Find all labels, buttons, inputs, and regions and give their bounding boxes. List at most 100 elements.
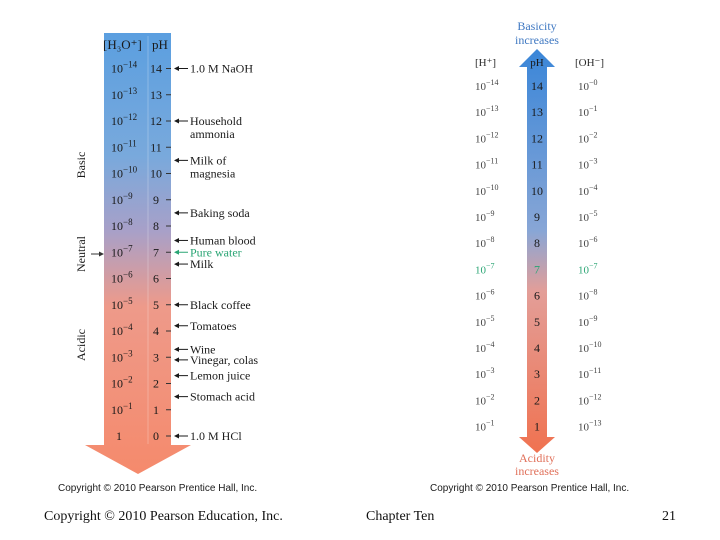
left-ph-value: 5 [153,298,159,312]
right-h-concentration: 10−13 [475,104,499,119]
substance-label: Black coffee [190,298,251,312]
left-ph-value: 13 [150,88,162,102]
left-ph-value: 12 [150,114,162,128]
left-concentration-label: 10−14 [111,60,138,76]
left-concentration-labels: 10−1410−1310−1210−1110−1010−910−810−710−… [111,60,138,444]
left-ph-scale: [H₃O⁺] pH 10−1410−1310−1210−1110−1010−91… [58,33,258,494]
left-concentration-label: 10−2 [111,375,133,391]
left-ph-arrow [85,33,191,474]
region-label-basic: Basic [74,152,88,179]
substance-label: 1.0 M HCl [190,429,242,443]
right-oh-concentration: 10−8 [578,288,598,303]
left-concentration-label: 10−10 [111,165,138,181]
right-ph-value: 9 [534,210,540,224]
substance-arrowhead [174,346,179,352]
right-oh-concentration: 10−10 [578,340,602,355]
right-oh-concentrations: 10−0 10−1 10−2 10−3 10−4 10−5 10−6 10−7 10−8 10−9… [578,78,602,434]
right-oh-concentration: 10−4 [578,183,598,198]
left-ph-ticks [166,68,171,437]
left-ph-value: 9 [153,193,159,207]
right-ph-arrow [519,49,555,453]
left-ph-header: pH [152,37,168,52]
substance-label: Milk of [190,153,226,167]
right-ph-value: 1 [534,420,540,434]
right-ph-header: pH [530,57,544,69]
left-ph-value: 4 [153,324,159,338]
right-oh-concentration: 10−1 [578,104,598,119]
acidity-label-line1: Acidity [519,451,555,465]
region-label-neutral: Neutral [74,235,88,272]
substance-arrowhead [174,323,179,329]
left-ph-value: 0 [153,429,159,443]
substance-label: Milk [190,257,213,271]
left-ph-value: 6 [153,272,159,286]
footer-page-number: 21 [662,509,676,524]
left-ph-value: 10 [150,167,162,181]
left-concentration-label: 10−11 [111,138,137,154]
neutral-indicator-arrowhead [99,251,104,257]
substance-arrowhead [174,66,179,71]
right-ph-value: 11 [531,158,543,172]
acidity-label-line2: increases [515,464,559,478]
right-oh-concentration: 10−6 [578,235,598,250]
left-ph-value: 2 [153,377,159,391]
right-oh-header: [OH⁻] [575,57,604,69]
left-concentration-label: 10−13 [111,86,138,102]
ph-scale-diagrams: [H₃O⁺] pH 10−1410−1310−1210−1110−1010−91… [58,19,629,494]
substance-arrowhead [174,433,179,439]
left-ph-value: 1 [153,403,159,417]
left-concentration-label: 10−7 [111,243,133,259]
left-ph-value: 8 [153,219,159,233]
right-h-concentration: 10−2 [475,392,495,407]
footer-chapter: Chapter Ten [366,509,435,524]
substance-label: Baking soda [190,206,250,220]
substance-label: magnesia [190,166,236,180]
right-oh-concentration: 10−9 [578,314,598,329]
right-ph-value: 12 [531,131,543,145]
left-concentration-label: 10−3 [111,348,133,364]
substance-arrowhead [174,249,179,255]
right-ph-scale: Basicity increases [H⁺] pH [OH⁻] 10−14 10… [430,19,629,494]
left-concentration-label: 10−8 [111,217,133,233]
right-h-concentration: 10−1 [475,419,495,434]
substance-label: Pure water [190,245,242,259]
right-oh-concentration: 10−11 [578,366,601,381]
right-h-concentration: 10−11 [475,157,498,172]
substance-label: Stomach acid [190,390,255,404]
left-concentration-label: 10−6 [111,270,133,286]
right-ph-value: 7 [534,262,540,276]
substance-arrowhead [174,210,179,216]
substance-label: Lemon juice [190,369,250,383]
left-concentration-label: 10−9 [111,191,133,207]
left-diagram-copyright: Copyright © 2010 Pearson Prentice Hall, … [58,483,257,494]
right-h-concentration: 10−3 [475,366,495,381]
right-h-concentrations: 10−14 10−13 10−12 10−11 10−10 10−9 10−8 10−7 10−… [475,78,499,434]
footer-copyright: Copyright © 2010 Pearson Education, Inc. [44,509,283,524]
left-ph-value: 14 [150,62,162,76]
substance-label: Tomatoes [190,319,237,333]
right-h-header: [H⁺] [475,57,496,69]
right-h-concentration: 10−14 [475,78,499,93]
right-h-concentration: 10−6 [475,288,495,303]
right-diagram-copyright: Copyright © 2010 Pearson Prentice Hall, … [430,483,629,494]
substance-arrowhead [174,157,179,163]
left-concentration-label: 1 [116,429,122,443]
substance-arrowhead [174,237,179,243]
substance-arrowhead [174,118,179,124]
right-oh-concentration: 10−13 [578,419,602,434]
substance-label: Human blood [190,233,256,247]
left-ph-value: 3 [153,350,159,364]
right-h-concentration: 10−12 [475,130,499,145]
basicity-label-line2: increases [515,33,559,47]
substance-label: Wine [190,342,216,356]
substance-arrowhead [174,394,179,400]
left-ph-value: 7 [153,245,159,259]
right-ph-value: 14 [531,79,543,93]
basicity-label-line1: Basicity [517,19,556,33]
right-h-concentration: 10−9 [475,209,495,224]
substance-arrowhead [174,373,179,379]
substance-arrowhead [174,357,179,363]
right-oh-concentration: 10−12 [578,392,602,407]
